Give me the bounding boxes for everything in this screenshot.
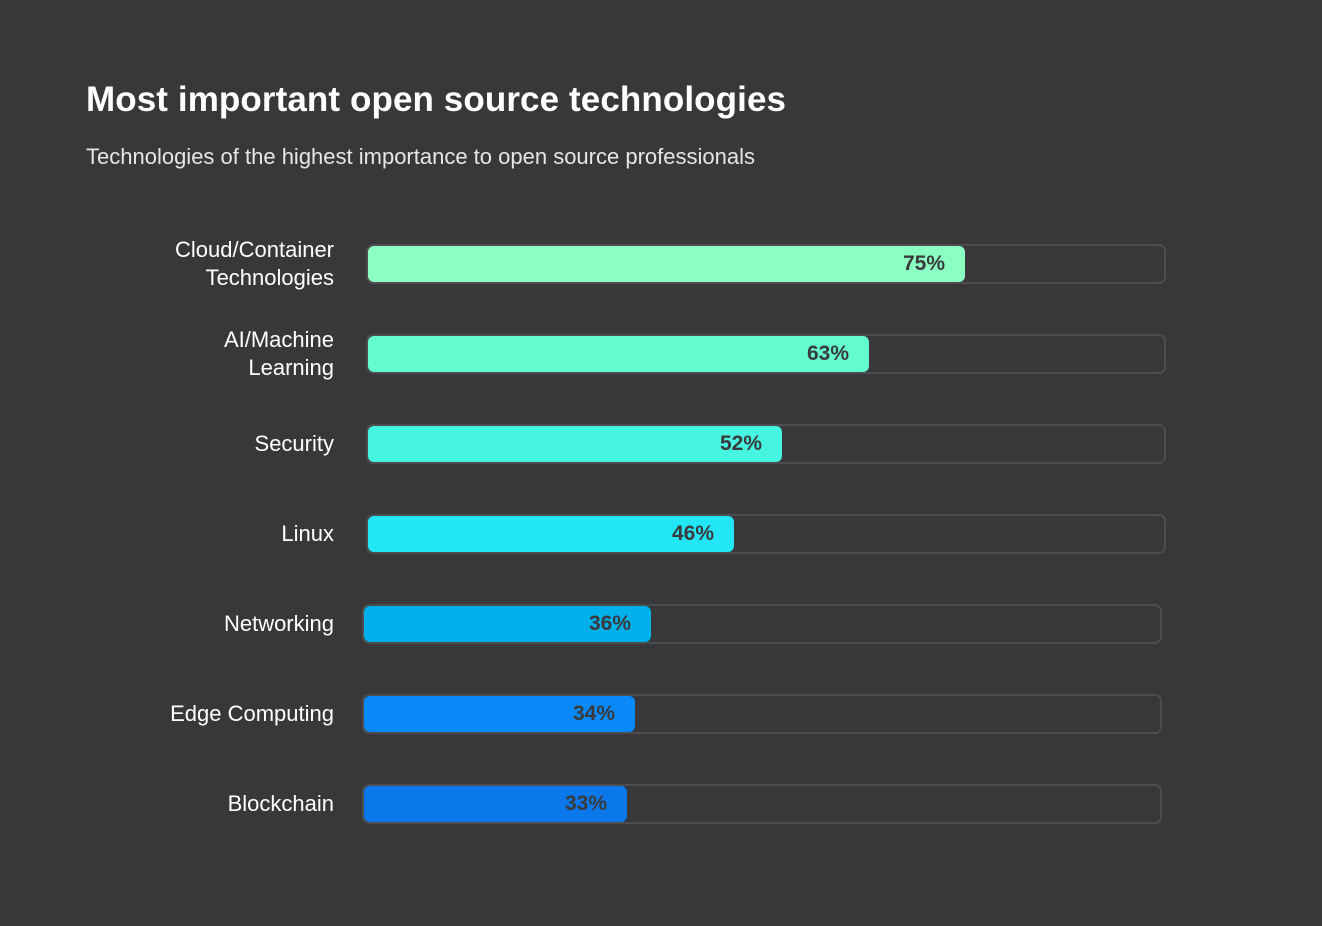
- chart-row: Networking 36%: [0, 604, 1322, 644]
- chart-row: Linux 46%: [0, 514, 1322, 554]
- bar-track: 36%: [362, 604, 1162, 644]
- bar-track: 34%: [362, 694, 1162, 734]
- chart-row: Edge Computing 34%: [0, 694, 1322, 734]
- bar: 33%: [364, 786, 627, 822]
- chart-title: Most important open source technologies: [86, 80, 787, 119]
- category-label: Linux: [281, 521, 334, 546]
- category-label: Cloud/Container Technologies: [175, 237, 334, 290]
- data-label: 63%: [806, 342, 849, 365]
- data-label: 34%: [572, 702, 615, 725]
- category-label: Edge Computing: [170, 701, 334, 726]
- data-label: 46%: [671, 522, 714, 545]
- bar-track: 63%: [366, 334, 1166, 374]
- data-label: 36%: [588, 612, 631, 635]
- category-label: AI/Machine Learning: [223, 327, 334, 380]
- bar: 36%: [364, 606, 651, 642]
- bar: 75%: [368, 246, 965, 282]
- data-label: 75%: [902, 252, 945, 275]
- data-label: 52%: [719, 432, 762, 455]
- bar: 34%: [364, 696, 635, 732]
- bar: 63%: [368, 336, 869, 372]
- bar-track: 33%: [362, 784, 1162, 824]
- category-label: Blockchain: [227, 791, 334, 816]
- category-label: Networking: [223, 611, 334, 636]
- bar-track: 46%: [366, 514, 1166, 554]
- bar-track: 52%: [366, 424, 1166, 464]
- chart-row: AI/Machine Learning 63%: [0, 327, 1322, 380]
- chart-subtitle: Technologies of the highest importance t…: [86, 144, 755, 169]
- bar-track: 75%: [366, 244, 1166, 284]
- bar: 52%: [368, 426, 782, 462]
- category-label: Security: [254, 431, 334, 456]
- bar: 46%: [368, 516, 734, 552]
- chart-row: Security 52%: [0, 424, 1322, 464]
- chart-row: Cloud/Container Technologies 75%: [0, 237, 1322, 290]
- data-label: 33%: [564, 792, 607, 815]
- chart-row: Blockchain 33%: [0, 784, 1322, 824]
